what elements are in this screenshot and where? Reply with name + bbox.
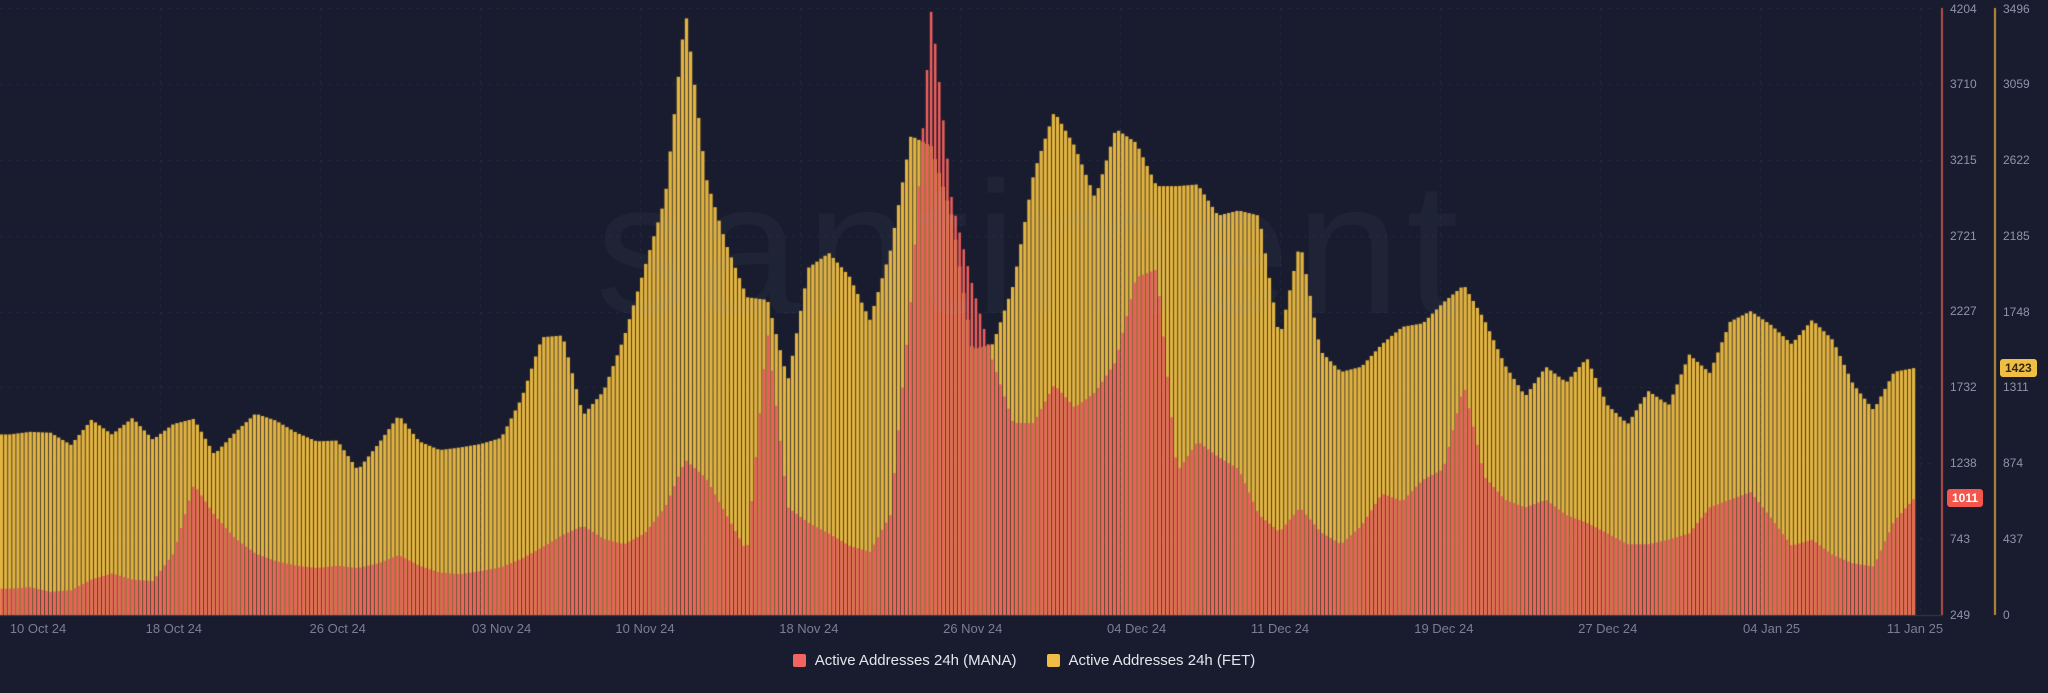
y-tick-label: 3059 [2003, 76, 2030, 91]
y-tick-label: 3710 [1950, 76, 1977, 91]
y-tick-label: 1311 [2003, 380, 2029, 395]
y-tick-label: 2721 [1950, 228, 1977, 243]
y-tick-label: 2622 [2003, 152, 2030, 167]
y-tick-label: 2227 [1950, 304, 1977, 319]
x-tick-label: 03 Nov 24 [471, 621, 532, 636]
y-tick-label: 2185 [2003, 228, 2030, 243]
y-tick-label: 1732 [1950, 380, 1977, 395]
mana-legend-swatch-icon [792, 654, 806, 667]
x-tick-label: 27 Dec 24 [1578, 621, 1638, 636]
y-tick-label: 1748 [2003, 304, 2030, 319]
fet-current-value-badge: 1423 [2000, 358, 2037, 377]
x-tick-label: 10 Oct 24 [9, 621, 67, 636]
fet-legend-swatch-icon [1046, 654, 1060, 667]
y-tick-label: 3215 [1950, 152, 1977, 167]
y-tick-label: 743 [1950, 532, 1971, 547]
mana-legend-label: Active Addresses 24h (MANA) [814, 652, 1017, 669]
y-tick-label: 874 [2003, 456, 2024, 471]
y-tick-label: 0 [2003, 608, 2010, 622]
x-tick-label: 10 Nov 24 [615, 621, 675, 636]
y-tick-label: 3496 [2003, 2, 2030, 16]
chart-legend: Active Addresses 24h (MANA) Active Addre… [0, 652, 2048, 669]
x-tick-label: 19 Dec 24 [1414, 621, 1474, 636]
legend-item-fet[interactable]: Active Addresses 24h (FET) [1046, 652, 1256, 669]
x-tick-label: 26 Nov 24 [943, 621, 1003, 636]
fet-legend-label: Active Addresses 24h (FET) [1068, 652, 1256, 669]
x-tick-label: 04 Jan 25 [1743, 621, 1801, 636]
x-tick-label: 18 Nov 24 [779, 621, 839, 636]
x-tick-label: 18 Oct 24 [145, 621, 203, 636]
x-tick-label: 11 Dec 24 [1250, 621, 1310, 636]
mana-current-value-badge: 1011 [1947, 489, 1984, 508]
y-tick-label: 4204 [1950, 2, 1977, 16]
x-tick-label: 04 Dec 24 [1106, 621, 1167, 636]
y-tick-label: 437 [2003, 532, 2024, 547]
y-tick-label: 249 [1950, 608, 1971, 622]
y-tick-label: 1238 [1950, 456, 1977, 471]
x-tick-label: 11 Jan 25 [1886, 621, 1944, 636]
legend-item-mana[interactable]: Active Addresses 24h (MANA) [792, 652, 1017, 669]
x-tick-label: 26 Oct 24 [309, 621, 366, 636]
